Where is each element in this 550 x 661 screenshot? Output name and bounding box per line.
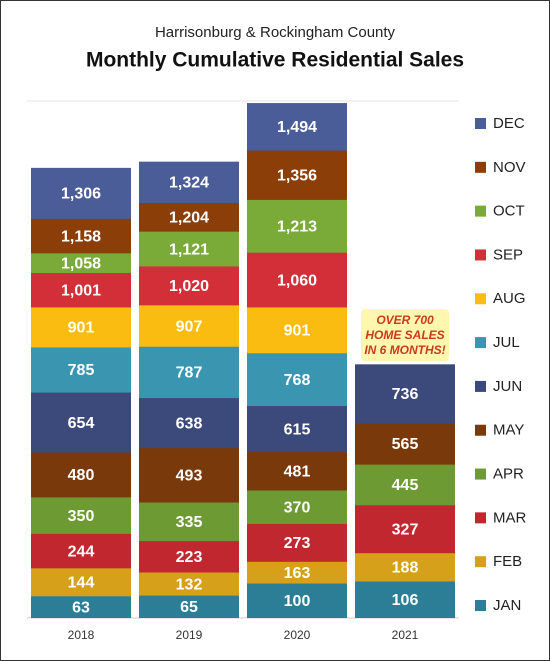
data-label: 1,356 bbox=[277, 167, 317, 184]
chart-title: Monthly Cumulative Residential Sales bbox=[86, 49, 464, 72]
data-label: 1,204 bbox=[169, 210, 209, 227]
legend-label: FEB bbox=[493, 553, 522, 570]
data-label: 1,213 bbox=[277, 219, 317, 236]
legend-swatch bbox=[475, 337, 486, 349]
data-label: 638 bbox=[176, 415, 203, 432]
legend-label: JAN bbox=[493, 597, 521, 614]
legend-label: AUG bbox=[493, 290, 526, 307]
data-label: 144 bbox=[68, 575, 95, 592]
data-label: 736 bbox=[392, 386, 419, 403]
data-label: 63 bbox=[72, 599, 90, 616]
legend-swatch bbox=[475, 118, 486, 129]
legend-swatch bbox=[475, 249, 486, 261]
data-label: 654 bbox=[68, 415, 95, 432]
data-label: 1,158 bbox=[61, 228, 101, 245]
legend-swatch bbox=[475, 556, 486, 568]
data-label: 65 bbox=[180, 599, 198, 616]
data-label: 100 bbox=[284, 593, 311, 610]
x-tick-label: 2020 bbox=[284, 628, 311, 642]
legend-swatch bbox=[475, 512, 486, 524]
data-label: 350 bbox=[68, 508, 95, 525]
data-label: 493 bbox=[176, 468, 203, 485]
data-label: 1,306 bbox=[61, 186, 101, 203]
x-tick-label: 2018 bbox=[68, 628, 95, 642]
data-label: 1,060 bbox=[277, 272, 317, 289]
legend-label: APR bbox=[493, 466, 524, 483]
data-label: 480 bbox=[68, 467, 95, 484]
legend-label: DEC bbox=[493, 115, 525, 132]
data-label: 565 bbox=[392, 436, 419, 453]
data-label: 106 bbox=[392, 592, 419, 609]
data-label: 1,058 bbox=[61, 255, 101, 272]
legend-label: MAR bbox=[493, 509, 527, 526]
data-label: 787 bbox=[176, 365, 203, 382]
data-label: 1,494 bbox=[277, 119, 317, 136]
legend-swatch bbox=[475, 161, 486, 173]
legend-label: JUN bbox=[493, 378, 522, 395]
data-label: 1,001 bbox=[61, 282, 101, 299]
data-label: 335 bbox=[176, 514, 203, 531]
data-label: 327 bbox=[392, 521, 419, 538]
data-label: 370 bbox=[284, 499, 311, 516]
data-label: 1,121 bbox=[169, 241, 209, 258]
data-label: 1,324 bbox=[169, 175, 209, 192]
bar bbox=[355, 581, 455, 618]
data-label: 273 bbox=[284, 535, 311, 552]
data-label: 1,020 bbox=[169, 278, 209, 295]
data-label: 188 bbox=[392, 560, 419, 577]
legend-label: NOV bbox=[493, 159, 526, 176]
legend-swatch bbox=[475, 380, 486, 392]
bar bbox=[247, 583, 347, 618]
data-label: 901 bbox=[284, 323, 311, 340]
x-tick-label: 2021 bbox=[392, 628, 419, 642]
x-tick-label: 2019 bbox=[176, 628, 203, 642]
bar bbox=[31, 596, 131, 618]
data-label: 615 bbox=[284, 421, 311, 438]
data-label: 163 bbox=[284, 565, 311, 582]
legend-swatch bbox=[475, 600, 486, 611]
data-label: 901 bbox=[68, 320, 95, 337]
data-label: 132 bbox=[176, 576, 203, 593]
annotation-bg bbox=[361, 309, 449, 361]
legend-swatch bbox=[475, 468, 486, 480]
legend-label: OCT bbox=[493, 203, 525, 220]
data-label: 223 bbox=[176, 549, 203, 566]
data-label: 244 bbox=[68, 543, 95, 560]
annotation: OVER 700 HOME SALES IN 6 MONTHS! bbox=[364, 313, 445, 357]
legend-label: JUL bbox=[493, 334, 520, 351]
bar bbox=[139, 595, 239, 618]
data-label: 445 bbox=[392, 477, 419, 494]
data-label: 768 bbox=[284, 372, 311, 389]
legend-label: MAY bbox=[493, 422, 524, 439]
chart-subtitle: Harrisonburg & Rockingham County bbox=[155, 24, 396, 41]
legend-swatch bbox=[475, 424, 486, 436]
legend-label: SEP bbox=[493, 246, 523, 263]
data-label: 785 bbox=[68, 362, 95, 379]
legend-swatch bbox=[475, 293, 486, 305]
data-label: 481 bbox=[284, 464, 311, 481]
data-label: 907 bbox=[176, 318, 203, 335]
legend-swatch bbox=[475, 205, 486, 217]
